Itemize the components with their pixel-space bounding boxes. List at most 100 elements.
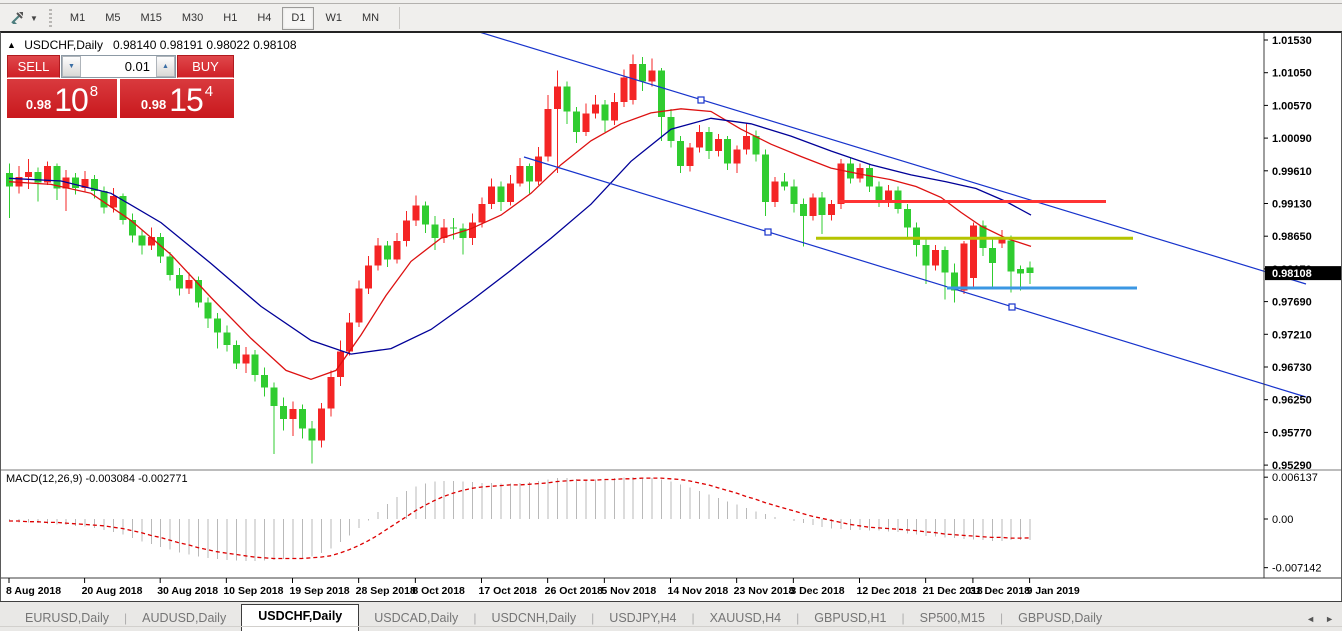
candle-body <box>610 101 618 121</box>
toolbar-separator <box>399 7 401 29</box>
candle-body <box>91 178 99 192</box>
candle-body <box>24 172 32 177</box>
chart-tool-button[interactable]: ▼ <box>6 8 41 28</box>
tab-gbpusd-h1[interactable]: GBPUSD,H1 <box>814 611 887 625</box>
candle-body <box>705 131 713 152</box>
collapse-triangle-icon[interactable]: ▲ <box>7 40 16 50</box>
candle-body <box>724 138 732 164</box>
date-axis-tick: 9 Jan 2019 <box>1027 585 1080 597</box>
candle-body <box>658 70 666 117</box>
candle-body <box>289 409 297 419</box>
current-price-label: 0.98108 <box>1272 268 1312 280</box>
chart-canvas[interactable]: 1.01530 1.01050 1.00570 1.00090 0.99610 0.991… <box>1 33 1341 601</box>
candle-body <box>431 224 439 239</box>
tab-xauusd-h4[interactable]: XAUUSD,H4 <box>709 611 782 625</box>
tab-gbpusd-daily[interactable]: GBPUSD,Daily <box>1018 611 1103 625</box>
sell-price-base: 0.98 <box>25 97 52 112</box>
buy-button[interactable]: BUY <box>177 55 234 78</box>
tab-separator: | <box>999 611 1004 625</box>
candle-body <box>204 302 212 319</box>
tab-scroll-right-icon[interactable]: ► <box>1325 614 1334 624</box>
trendline-handle <box>1008 303 1016 311</box>
candle-body <box>497 186 505 203</box>
sell-price-tile[interactable]: 0.98 10 8 <box>7 79 117 118</box>
candle-body <box>1007 240 1015 272</box>
date-axis-tick: 26 Oct 2018 <box>545 585 604 597</box>
timeframe-button-h1[interactable]: H1 <box>223 11 238 24</box>
candle-body <box>1026 267 1034 274</box>
candle-body <box>913 227 921 246</box>
candle-body <box>72 177 80 188</box>
macd-axis-tick: 0.00 <box>1272 514 1293 526</box>
date-axis-tick: 10 Sep 2018 <box>223 585 283 597</box>
candle-body <box>327 377 335 409</box>
candle-body <box>157 236 165 257</box>
trendline-handle <box>764 228 772 236</box>
tab-scroll-left-icon[interactable]: ◄ <box>1306 614 1316 624</box>
tab-usdcad-daily[interactable]: USDCAD,Daily <box>374 611 459 625</box>
timeframe-button-m15[interactable]: M15 <box>140 11 162 24</box>
candle-body <box>582 113 590 132</box>
macd-signal-line <box>9 477 1030 560</box>
candle-body <box>629 63 637 100</box>
price-axis-tick: 0.97690 <box>1272 297 1312 309</box>
date-axis-tick: 19 Sep 2018 <box>290 585 350 597</box>
timeframe-button-h4[interactable]: H4 <box>257 11 272 24</box>
price-axis-tick: 0.98650 <box>1272 231 1312 243</box>
timeframe-button-mn[interactable]: MN <box>361 11 380 24</box>
candle-body <box>573 111 580 132</box>
date-axis-tick: 3 Dec 2018 <box>790 585 844 597</box>
sell-price-big: 10 <box>54 82 89 118</box>
candle-body <box>478 204 486 223</box>
tab-separator: | <box>691 611 695 625</box>
price-axis-tick: 0.99610 <box>1272 166 1312 178</box>
tab-eurusd-daily[interactable]: EURUSD,Daily <box>25 611 110 625</box>
tab-sp500-m15[interactable]: SP500,M15 <box>919 611 985 625</box>
candle-body <box>799 204 807 216</box>
timeframe-toolbar: ▼ M1 M5 M15 M30 H1 H4 D1 W1 MN <box>0 5 1342 31</box>
tab-audusd-daily[interactable]: AUDUSD,Daily <box>142 611 227 625</box>
tab-separator: | <box>796 611 800 625</box>
candle-body <box>865 168 873 187</box>
candle-body <box>884 190 892 203</box>
candle-body <box>62 177 70 189</box>
candle-body <box>875 186 883 203</box>
tab-usdjpy-h4[interactable]: USDJPY,H4 <box>609 611 677 625</box>
candle-body <box>374 245 382 266</box>
timeframe-button-m5[interactable]: M5 <box>105 11 121 24</box>
candle-body <box>648 70 656 82</box>
date-axis-tick: 14 Nov 2018 <box>668 585 729 597</box>
price-axis-tick: 0.96730 <box>1272 362 1312 374</box>
price-axis-tick: 1.01050 <box>1272 68 1312 80</box>
candle-body <box>695 131 703 148</box>
date-axis-tick: 5 Nov 2018 <box>601 585 656 597</box>
candle-body <box>828 204 836 216</box>
volume-increase-button[interactable]: ▲ <box>156 56 175 77</box>
dropdown-caret-icon[interactable]: ▼ <box>30 13 38 23</box>
tab-usdcnh-daily[interactable]: USDCNH,Daily <box>491 611 577 625</box>
candle-body <box>988 247 996 263</box>
timeframe-button-m30[interactable]: M30 <box>181 11 204 24</box>
candle-body <box>951 272 958 291</box>
price-axis-tick: 1.01530 <box>1272 35 1312 47</box>
candle-body <box>941 249 949 273</box>
volume-input[interactable] <box>81 56 156 77</box>
macd-axis-tick: 0.006137 <box>1272 472 1318 484</box>
price-axis-tick: 1.00570 <box>1272 100 1312 112</box>
sell-button[interactable]: SELL <box>7 55 60 78</box>
chart-header: ▲ USDCHF,Daily 0.98140 0.98191 0.98022 0… <box>7 38 297 52</box>
candle-body <box>591 104 599 114</box>
chart-window: 1.01530 1.01050 1.00570 1.00090 0.99610 0.991… <box>0 31 1342 601</box>
buy-price-big: 15 <box>169 82 204 118</box>
buy-price-tile[interactable]: 0.98 15 4 <box>120 79 234 118</box>
timeframe-button-m1[interactable]: M1 <box>69 11 86 24</box>
candle-body <box>998 236 1006 244</box>
candle-body <box>412 205 420 221</box>
candle-body <box>969 225 977 278</box>
candle-body <box>790 186 798 205</box>
sell-price-sup: 8 <box>89 83 99 100</box>
timeframe-button-d1[interactable]: D1 <box>282 6 315 30</box>
candle-body <box>554 86 562 109</box>
timeframe-button-w1[interactable]: W1 <box>325 11 342 24</box>
volume-decrease-button[interactable]: ▼ <box>62 56 81 77</box>
